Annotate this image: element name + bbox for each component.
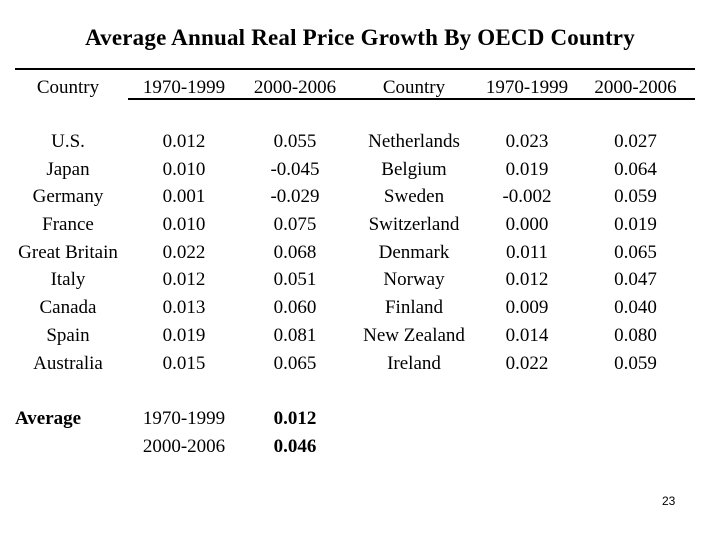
average-value: 0.012 [273, 408, 317, 429]
value-cell: -0.045 [270, 158, 320, 180]
value-cell: 0.012 [162, 269, 206, 291]
header-underline-rule [128, 98, 695, 100]
value-cell: 0.010 [162, 158, 206, 180]
country-cell: Netherlands [368, 131, 460, 152]
value-cell: 0.068 [273, 241, 317, 263]
country-cell: France [42, 214, 94, 236]
value-cell: 0.019 [162, 324, 206, 346]
country-cell: Switzerland [368, 214, 460, 236]
average-value: 0.046 [273, 436, 317, 457]
average-period: 2000-2006 [142, 436, 226, 457]
value-cell: 0.059 [614, 352, 657, 374]
country-cell: Italy [50, 269, 86, 291]
column-header-country-left: Country [36, 77, 100, 98]
value-cell: 0.051 [273, 269, 317, 291]
value-cell: 0.080 [614, 324, 657, 346]
country-cell: Japan [46, 158, 90, 180]
average-label-spacer [8, 433, 128, 461]
column-header-1970-1999-right: 1970-1999 [485, 77, 569, 98]
value-cell: 0.065 [273, 352, 317, 374]
value-cell: 0.055 [273, 131, 317, 152]
country-cell: Spain [46, 324, 90, 346]
value-cell: 0.022 [505, 352, 549, 374]
column-header-2000-2006-left: 2000-2006 [253, 77, 337, 98]
column-header-country-right: Country [382, 77, 446, 98]
country-cell: Denmark [378, 241, 450, 263]
column-header-2000-2006-right: 2000-2006 [594, 77, 677, 98]
value-cell: -0.002 [502, 186, 552, 208]
value-cell: 0.075 [273, 214, 317, 236]
country-cell: Norway [383, 269, 445, 291]
value-cell: 0.012 [505, 269, 549, 291]
value-cell: 0.040 [614, 297, 657, 319]
value-cell: 0.065 [614, 241, 657, 263]
value-cell: 0.012 [162, 131, 206, 152]
country-cell: U.S. [51, 131, 85, 152]
average-label: Average [15, 408, 82, 429]
value-cell: 0.081 [273, 324, 317, 346]
country-cell: Belgium [381, 158, 447, 180]
country-cell: New Zealand [363, 324, 465, 346]
country-cell: Finland [384, 297, 444, 319]
value-cell: 0.047 [614, 269, 657, 291]
value-cell: 0.027 [614, 131, 657, 152]
average-section: Average 1970-1999 0.012 2000-2006 0.046 [8, 405, 358, 461]
country-cell: Canada [39, 297, 97, 319]
table-body: U.S. 0.012 0.055 Netherlands 0.023 0.027… [8, 128, 695, 377]
value-cell: 0.059 [614, 186, 657, 208]
value-cell: 0.000 [505, 214, 549, 236]
value-cell: 0.022 [162, 241, 206, 263]
table-header-row: Country 1970-1999 2000-2006 Country 1970… [8, 77, 695, 99]
value-cell: 0.060 [273, 297, 317, 319]
value-cell: 0.015 [162, 352, 206, 374]
value-cell: 0.064 [614, 158, 657, 180]
table-top-rule [15, 68, 695, 70]
country-cell: Australia [33, 352, 103, 374]
value-cell: 0.010 [162, 214, 206, 236]
value-cell: 0.014 [505, 324, 549, 346]
value-cell: 0.019 [505, 158, 549, 180]
slide-title: Average Annual Real Price Growth By OECD… [85, 25, 635, 50]
column-header-1970-1999-left: 1970-1999 [142, 77, 226, 98]
country-cell: Germany [32, 186, 104, 208]
value-cell: 0.013 [162, 297, 206, 319]
country-cell: Sweden [383, 186, 445, 208]
average-period: 1970-1999 [142, 408, 226, 429]
value-cell: -0.029 [270, 186, 320, 208]
slide-page-number: 23 [662, 494, 676, 508]
country-cell: Ireland [387, 352, 441, 374]
value-cell: 0.009 [505, 297, 549, 319]
value-cell: 0.011 [505, 241, 549, 263]
value-cell: 0.001 [162, 186, 206, 208]
value-cell: 0.019 [614, 214, 657, 236]
country-cell: Great Britain [18, 241, 118, 263]
value-cell: 0.023 [505, 131, 549, 152]
